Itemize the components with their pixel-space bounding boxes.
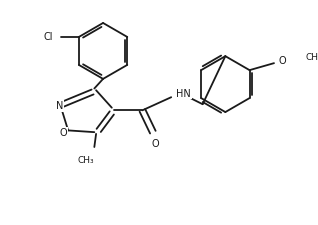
Text: N: N [56,101,63,111]
Text: Cl: Cl [43,32,53,42]
Text: CH₃: CH₃ [77,156,94,165]
Text: O: O [152,139,159,149]
Text: O: O [278,56,286,66]
Text: HN: HN [176,89,191,99]
Text: CH₃: CH₃ [306,53,318,62]
Text: O: O [60,128,67,138]
